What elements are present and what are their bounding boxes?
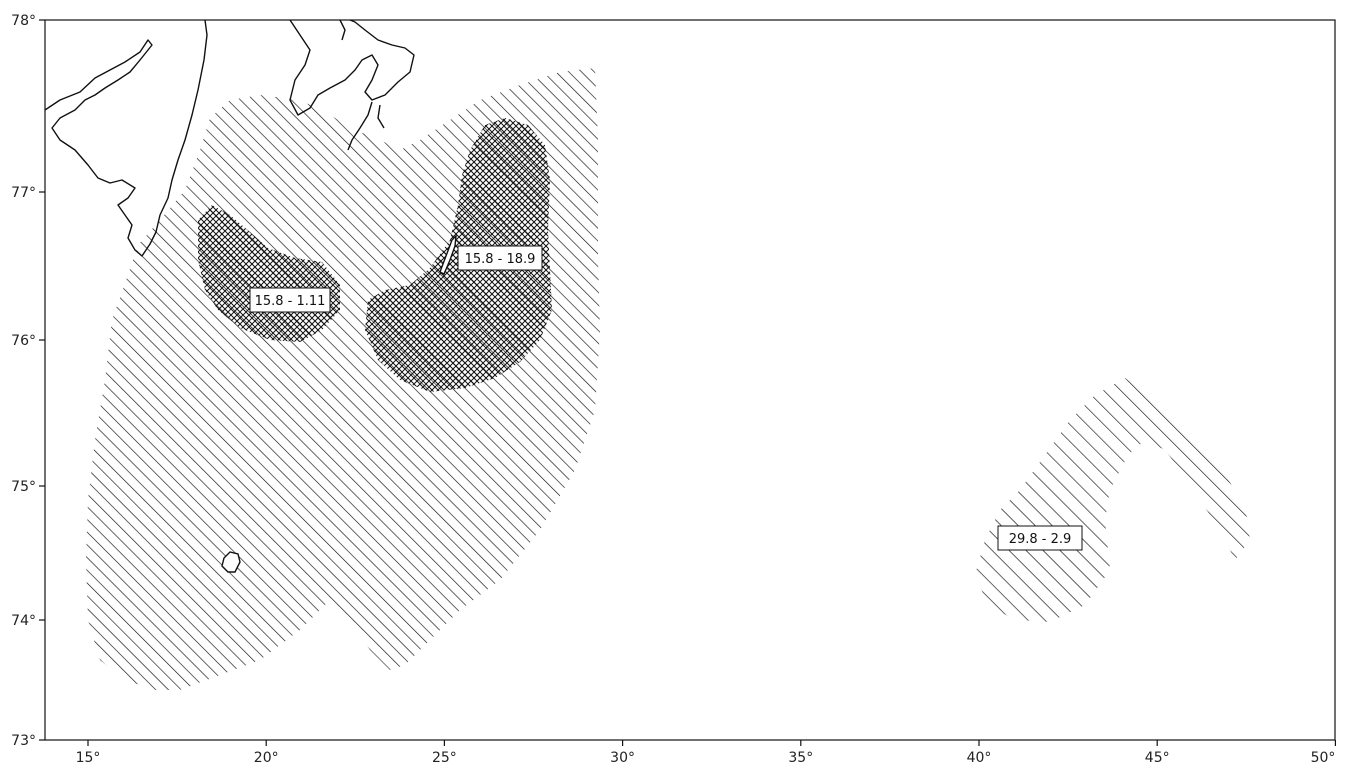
x-axis: 15° 20° 25° 30° 35° 40° 45° 50° bbox=[76, 740, 1337, 766]
x-tick-label: 30° bbox=[610, 750, 635, 766]
ice-hatch-east bbox=[975, 378, 1250, 622]
x-tick-label: 35° bbox=[788, 750, 813, 766]
area-label-box-1 bbox=[249, 287, 331, 313]
y-tick-label: 73° bbox=[11, 733, 36, 749]
x-tick-label: 50° bbox=[1311, 750, 1336, 766]
coastline-north-island bbox=[289, 20, 415, 116]
area-label-1: 15.8 - 1.11 bbox=[255, 294, 326, 309]
x-tick-label: 45° bbox=[1145, 750, 1170, 766]
x-tick-label: 20° bbox=[254, 750, 279, 766]
coastline-west bbox=[45, 20, 208, 257]
coastline-inlet bbox=[339, 20, 346, 41]
x-tick-label: 15° bbox=[76, 750, 101, 766]
map-frame bbox=[44, 19, 1336, 741]
x-tick-label: 25° bbox=[432, 750, 457, 766]
area-label-2: 15.8 - 18.9 bbox=[465, 252, 536, 267]
y-tick-label: 76° bbox=[11, 333, 36, 349]
area-label-box-2 bbox=[457, 245, 543, 271]
x-tick-label: 40° bbox=[967, 750, 992, 766]
area-label-3: 29.8 - 2.9 bbox=[1009, 532, 1072, 547]
y-axis: 78° 77° 76° 75° 74° 73° bbox=[11, 13, 45, 749]
y-tick-label: 77° bbox=[11, 185, 36, 201]
y-tick-label: 75° bbox=[11, 479, 36, 495]
island-bjornoya bbox=[221, 551, 241, 573]
area-label-box-3 bbox=[997, 525, 1083, 551]
y-tick-label: 74° bbox=[11, 613, 36, 629]
y-tick-label: 78° bbox=[11, 13, 36, 29]
island-hopen bbox=[439, 234, 457, 275]
